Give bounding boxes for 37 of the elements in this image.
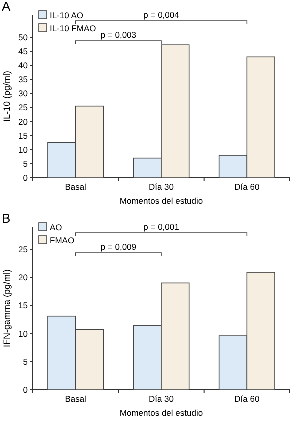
y-tick-label: 40 — [18, 60, 28, 71]
x-tick-label: Basal — [65, 182, 87, 192]
x-tick-label: Día 30 — [148, 394, 174, 404]
x-tick-label: Día 60 — [234, 182, 260, 192]
y-tick-label: 10 — [18, 328, 28, 339]
annotation: p = 0,004 — [144, 10, 180, 20]
chart-title: B — [2, 211, 11, 226]
y-tick-label: 35 — [18, 74, 28, 85]
legend-label: AO — [50, 222, 63, 232]
y-tick-label: 45 — [18, 46, 28, 57]
annotation: p = 0,001 — [144, 222, 180, 232]
x-tick-label: Día 60 — [234, 394, 260, 404]
annotation: p = 0,009 — [100, 242, 137, 252]
y-tick-label: 25 — [18, 102, 28, 113]
y-axis-title: IFN-gamma (pg/ml) — [2, 269, 12, 348]
annotation: p = 0,003 — [100, 30, 137, 40]
x-axis-title: Momentos del estudio — [120, 196, 204, 206]
legend-label: FMAO — [50, 236, 75, 246]
y-tick-label: 50 — [18, 32, 28, 42]
x-axis-title: Momentos del estudio — [120, 408, 204, 418]
y-tick-label: 25 — [18, 244, 28, 254]
y-tick-label: 20 — [18, 116, 28, 127]
y-tick-label: 10 — [18, 144, 28, 155]
y-tick-label: 15 — [18, 300, 28, 311]
y-tick-label: 0 — [23, 173, 28, 183]
legend-label: IL-10 FMAO — [50, 24, 97, 34]
y-tick-label: 20 — [18, 272, 28, 283]
y-tick-label: 5 — [23, 356, 28, 367]
legend-label: IL-10 AO — [50, 10, 84, 20]
y-tick-label: 5 — [23, 158, 28, 169]
y-axis-title: IL-10 (pg/ml) — [2, 70, 12, 122]
x-tick-label: Día 30 — [148, 182, 174, 192]
y-tick-label: 15 — [18, 130, 28, 141]
chart-title: A — [2, 0, 11, 14]
y-tick-label: 0 — [23, 385, 28, 395]
x-tick-label: Basal — [65, 394, 87, 404]
y-tick-label: 30 — [18, 88, 28, 99]
